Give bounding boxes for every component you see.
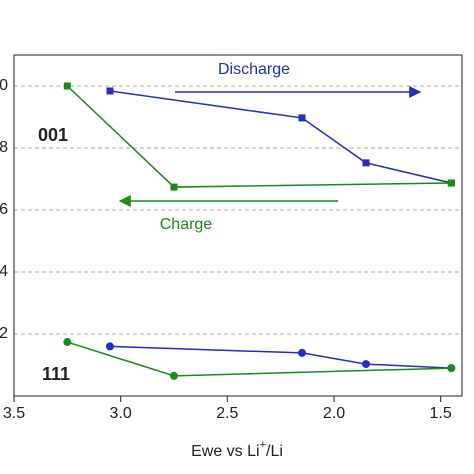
series-line bbox=[109, 345, 452, 369]
plot-frame bbox=[13, 54, 463, 397]
annotation: 111 bbox=[42, 364, 70, 384]
y-tick-label: 2 bbox=[0, 325, 8, 342]
x-tick-label: 1.5 bbox=[430, 405, 452, 422]
x-axis-label: Ewe vs Li+/Li bbox=[191, 439, 283, 460]
x-label-sup: + bbox=[260, 439, 266, 451]
point bbox=[170, 183, 178, 191]
point bbox=[63, 338, 72, 347]
point bbox=[362, 360, 370, 369]
annotation: 001 bbox=[38, 125, 68, 145]
x-tick-label: 2.0 bbox=[323, 405, 345, 422]
point bbox=[170, 371, 178, 380]
point bbox=[298, 114, 306, 122]
x-label-part: Ewe vs Li bbox=[191, 443, 259, 460]
y-tick-label: 8 bbox=[0, 139, 8, 156]
point bbox=[447, 179, 455, 187]
x-label-part: /Li bbox=[266, 443, 283, 460]
annotation: Discharge bbox=[218, 61, 290, 78]
x-tick-label: 2.5 bbox=[216, 405, 238, 422]
point bbox=[447, 364, 456, 373]
point bbox=[298, 348, 306, 357]
point bbox=[106, 87, 114, 95]
series-line bbox=[109, 90, 452, 184]
y-tick-label: 6 bbox=[0, 201, 8, 218]
annotation: Charge bbox=[160, 216, 213, 233]
point bbox=[106, 342, 114, 351]
x-tick-label: 3.5 bbox=[3, 405, 25, 422]
point bbox=[63, 82, 71, 90]
series-line bbox=[66, 85, 452, 188]
x-tick-label: 3.0 bbox=[110, 405, 132, 422]
y-tick-label: 0 bbox=[0, 77, 8, 94]
y-tick-label: 4 bbox=[0, 263, 8, 280]
point bbox=[362, 159, 370, 167]
